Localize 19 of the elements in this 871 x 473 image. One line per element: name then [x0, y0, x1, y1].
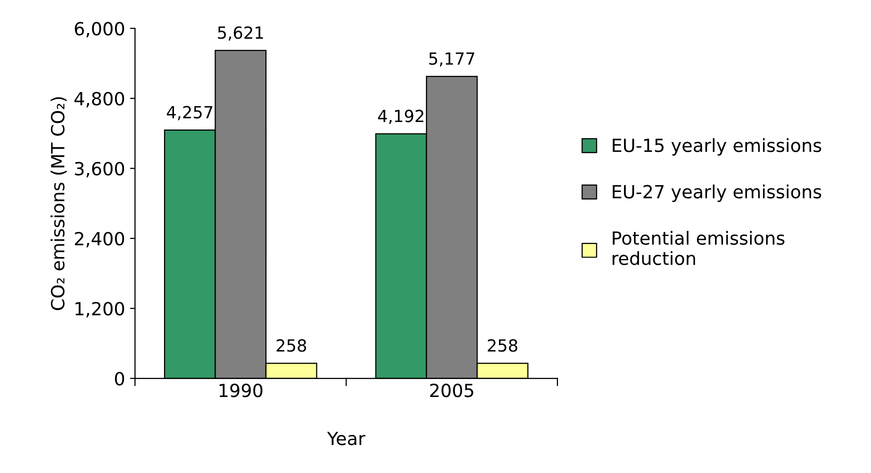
y-tick-label: 0 — [114, 372, 124, 386]
x-tick-label: 1990 — [220, 384, 262, 398]
x-tick-label: 2005 — [430, 384, 474, 398]
data-label: 258 — [276, 339, 306, 352]
legend-label: EU-15 yearly emissions — [612, 138, 822, 156]
y-tick-label: 1,200 — [76, 302, 124, 318]
legend-label: Potential emissions reduction — [612, 230, 784, 266]
y-tick-label: 3,600 — [74, 162, 124, 178]
data-label: 4,257 — [166, 106, 212, 120]
x-axis-title: Year — [327, 432, 366, 446]
data-label: 258 — [488, 339, 518, 352]
data-label: 4,192 — [378, 110, 424, 124]
y-tick-label: 6,000 — [74, 22, 124, 38]
y-tick-label: 2,400 — [74, 232, 124, 248]
y-tick-label: 4,800 — [74, 92, 124, 108]
y-axis-title: CO₂ emissions (MT CO₂) — [50, 97, 67, 310]
data-label: 5,621 — [218, 26, 263, 41]
legend-label: EU-27 yearly emissions — [612, 184, 822, 202]
data-label: 5,177 — [429, 52, 474, 67]
